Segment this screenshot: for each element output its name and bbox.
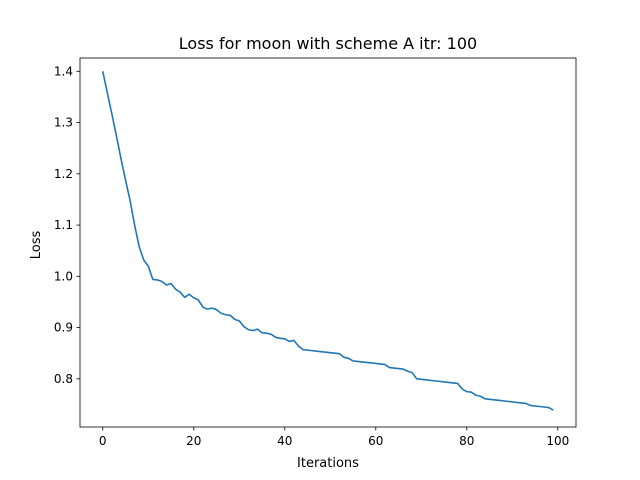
plot-frame <box>79 57 577 428</box>
x-tick-label: 80 <box>459 434 474 448</box>
x-tick-label: 20 <box>186 434 201 448</box>
x-tick-label: 100 <box>546 434 569 448</box>
loss-series-line <box>101 71 554 411</box>
y-tick-label: 1.1 <box>54 218 73 232</box>
y-tick-label: 1.3 <box>54 116 73 130</box>
x-tick-label: 60 <box>368 434 383 448</box>
y-axis-label: Loss <box>29 231 44 260</box>
x-tick-label: 40 <box>277 434 292 448</box>
y-tick-label: 1.0 <box>54 269 73 283</box>
chart-title: Loss for moon with scheme A itr: 100 <box>179 34 477 53</box>
x-axis-label: Iterations <box>297 456 359 471</box>
y-tick-label: 0.9 <box>54 321 73 335</box>
plot-area: 0 20 40 60 80 100 0.8 0.9 1.0 1.1 1.2 1.3 1.4 <box>54 57 577 448</box>
y-tick-label: 1.2 <box>54 167 73 181</box>
x-tick-label: 0 <box>99 434 107 448</box>
y-tick-label: 0.8 <box>54 372 73 386</box>
y-tick-label: 1.4 <box>54 64 73 78</box>
